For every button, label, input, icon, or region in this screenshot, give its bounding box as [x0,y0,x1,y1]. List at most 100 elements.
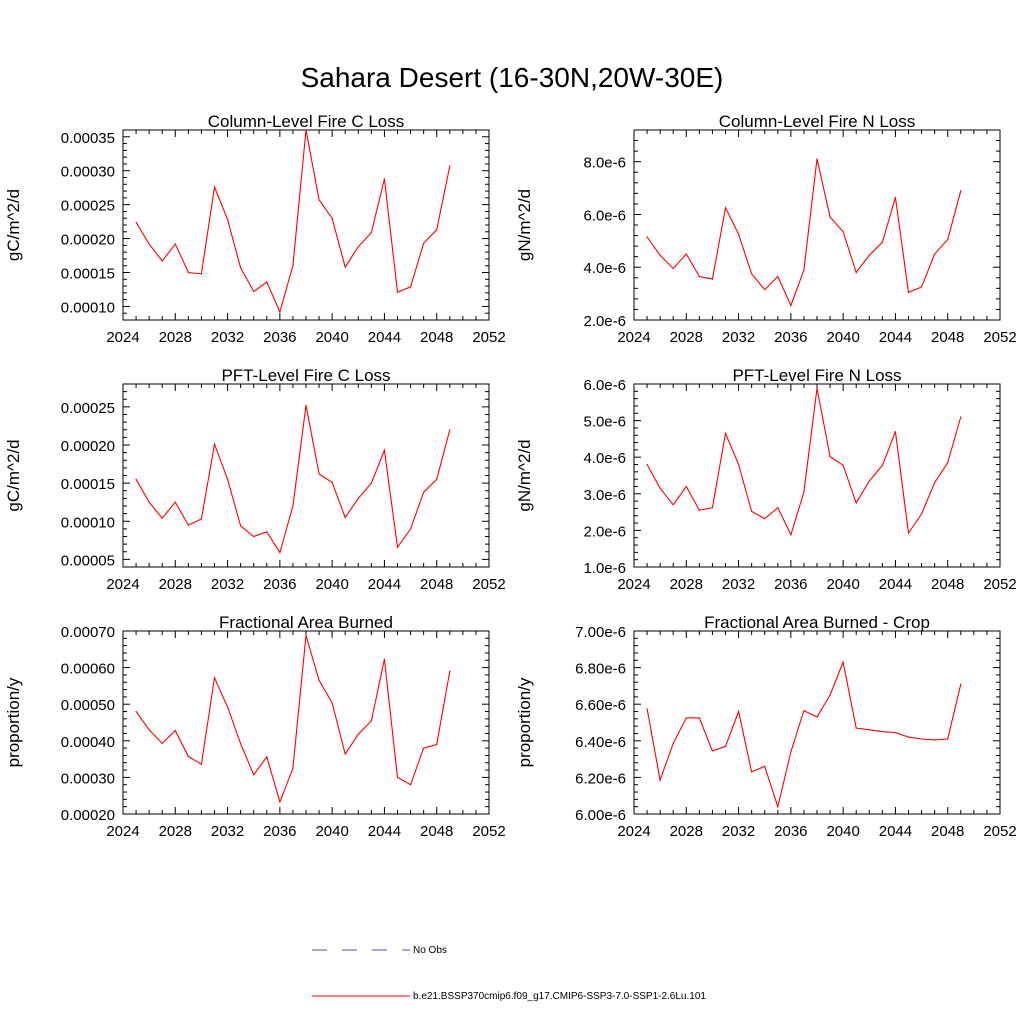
x-tick-label: 2044 [879,576,912,593]
y-tick-label: 4.0e-6 [583,260,626,277]
y-axis-label: gN/m^2/d [515,439,534,511]
data-point [698,717,700,719]
data-point [829,216,831,218]
data-point [253,774,255,776]
x-tick-label: 2048 [420,823,453,840]
chart-panel-1: Column-Level Fire C Loss gC/m^2/d 2024 2028… [4,112,506,346]
data-point [934,482,936,484]
x-tick-label: 2032 [722,823,755,840]
data-point [396,776,399,779]
series-line [646,660,962,809]
y-tick-label: 0.00020 [61,807,115,824]
x-tick-label: 2044 [879,329,912,346]
data-point [409,286,412,288]
y-tick-label: 6.60e-6 [575,697,626,714]
data-point [187,524,189,526]
data-point [894,430,897,433]
data-point [449,165,451,167]
x-tick-label: 2024 [106,823,139,840]
data-point [751,510,753,512]
data-point [724,207,727,209]
data-point [960,190,962,192]
data-point [646,236,648,238]
data-point [344,266,346,268]
y-tick-label: 0.00035 [61,130,115,147]
data-point [934,253,936,255]
data-point [436,229,438,231]
x-tick-label: 2044 [368,576,401,593]
data-point [947,462,949,464]
data-point [907,736,910,738]
y-axis-label: proportion/y [515,677,534,767]
x-tick-label: 2024 [617,329,650,346]
x-tick-label: 2028 [159,329,192,346]
x-tick-label: 2044 [368,823,401,840]
x-tick-label: 2052 [472,576,505,593]
data-point [777,275,779,278]
data-point [855,271,857,274]
data-point [672,267,674,270]
y-tick-label: 6.40e-6 [575,734,626,751]
data-point [331,217,333,219]
data-point [226,478,229,480]
data-point [947,738,949,740]
data-point [751,273,753,275]
data-point [370,482,372,484]
x-tick-label: 2036 [263,576,296,593]
x-tick-label: 2052 [472,329,505,346]
x-tick-label: 2036 [774,576,807,593]
data-point [174,243,176,245]
data-point [240,743,242,745]
data-point [764,518,766,520]
data-point [698,275,700,278]
data-point [947,238,949,241]
x-tick-label: 2048 [420,329,453,346]
data-point [357,733,359,735]
data-point [829,694,831,696]
data-point [331,481,333,483]
legend-obs-label: No Obs [413,945,447,956]
y-tick-label: 0.00020 [61,438,115,455]
x-tick-label: 2036 [263,329,296,346]
y-tick-label: 0.00025 [61,198,115,215]
data-point [409,528,412,530]
data-point [383,178,386,180]
y-tick-label: 0.00050 [61,697,115,714]
series-line [135,635,451,804]
x-tick-label: 2044 [368,329,401,346]
data-point [383,658,386,660]
y-tick-label: 4.0e-6 [583,450,626,467]
series-line [646,388,962,537]
panel-title: Fractional Area Burned - Crop [704,613,930,632]
data-point [920,513,923,515]
plot-frame [633,630,1001,815]
plot-frame [633,383,1001,568]
data-point [881,241,883,243]
x-tick-label: 2040 [315,329,348,346]
data-point [449,429,451,431]
data-point [187,271,189,274]
data-point [816,716,818,718]
data-point [253,535,255,538]
data-point [423,491,425,493]
data-point [279,311,281,313]
y-tick-label: 1.0e-6 [583,560,626,577]
data-point [266,281,268,283]
data-point [161,742,163,744]
data-point [711,278,714,280]
y-tick-label: 8.0e-6 [583,155,626,172]
x-tick-label: 2048 [931,823,964,840]
data-point [226,706,229,708]
x-tick-label: 2036 [774,823,807,840]
data-point [816,158,818,160]
data-point [934,739,936,741]
data-point [842,230,844,233]
y-axis-label: gC/m^2/d [4,439,23,511]
data-point [881,464,883,466]
data-point [672,504,674,506]
y-tick-label: 0.00025 [61,400,115,417]
data-point [672,742,674,745]
x-tick-label: 2028 [159,823,192,840]
y-tick-label: 0.00060 [61,661,115,678]
data-point [646,708,648,710]
